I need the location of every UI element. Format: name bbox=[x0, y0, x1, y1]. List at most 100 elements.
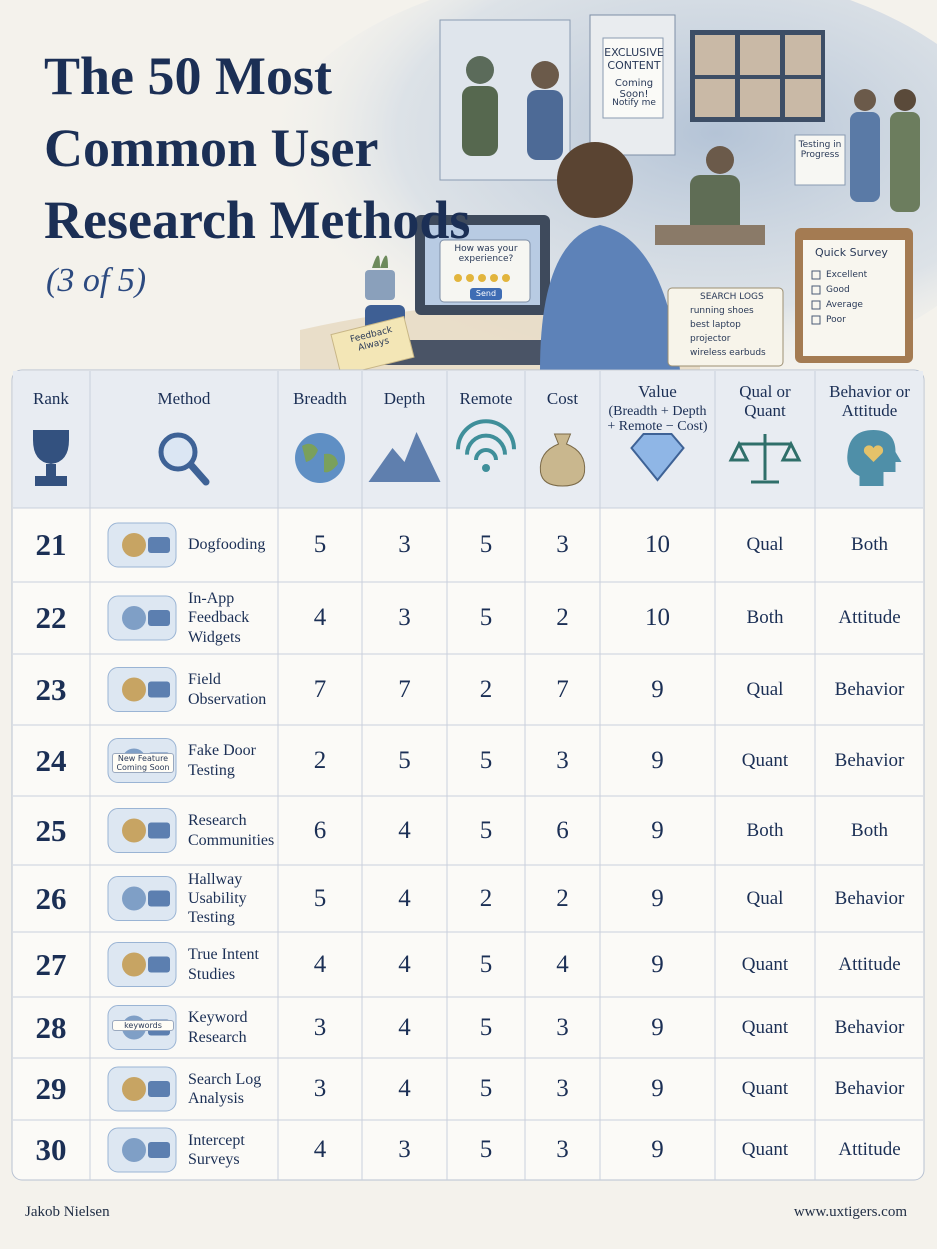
cell-value: Behavior bbox=[834, 678, 905, 700]
rank: 27 bbox=[35, 946, 67, 982]
subtitle: (3 of 5) bbox=[46, 262, 147, 299]
method-icon-mark bbox=[148, 681, 170, 698]
icon-magnifier bbox=[158, 432, 198, 472]
cell-value: 9 bbox=[651, 884, 664, 912]
cell-value: Behavior bbox=[834, 1078, 905, 1099]
cell-value: 5 bbox=[479, 604, 493, 631]
method-name: Keyword Research bbox=[188, 1009, 248, 1046]
survey-item: Excellent bbox=[826, 270, 868, 280]
method-icon-mark bbox=[148, 956, 170, 973]
cell-value: 4 bbox=[398, 1013, 411, 1041]
method-icon-label: keywords bbox=[112, 1019, 174, 1031]
cell-value: 9 bbox=[651, 1013, 664, 1041]
cell-value: Both bbox=[746, 819, 784, 841]
cell-value: 5 bbox=[479, 1075, 493, 1102]
cell-value: Both bbox=[851, 534, 888, 555]
cell-value: 3 bbox=[556, 1075, 569, 1102]
column-header: Qual or Quant bbox=[739, 382, 791, 420]
cell-value: 10 bbox=[645, 604, 670, 631]
laptop-button: Send bbox=[475, 289, 497, 298]
cell-value: 5 bbox=[313, 531, 327, 558]
cell-value: 3 bbox=[398, 604, 411, 631]
column-header: Behavior or Attitude bbox=[829, 382, 910, 420]
cell-value: Behavior bbox=[834, 749, 905, 771]
laptop-prompt: How was your experience? bbox=[454, 244, 518, 264]
cell-value: Attitude bbox=[838, 607, 901, 628]
cell-value: Quant bbox=[741, 1078, 789, 1099]
method-name: Intercept Surveys bbox=[188, 1131, 245, 1168]
icon-globe-land bbox=[302, 443, 338, 473]
cell-value: Attitude bbox=[838, 953, 901, 975]
search-logs-title: SEARCH LOGS bbox=[700, 292, 764, 302]
search-log-item: wireless earbuds bbox=[690, 348, 766, 358]
value-formula: (Breadth + Depth + Remote − Cost) bbox=[607, 404, 708, 435]
column-header: Rank bbox=[33, 389, 69, 408]
cell-value: 9 bbox=[651, 1075, 664, 1102]
cell-value: 5 bbox=[479, 531, 493, 558]
icon-wifi bbox=[474, 448, 498, 461]
method-icon-mark bbox=[148, 1142, 170, 1158]
cell-value: 5 bbox=[479, 746, 493, 774]
icon-moneybag bbox=[539, 433, 586, 487]
cell-value: Qual bbox=[746, 678, 784, 700]
column-header: Breadth bbox=[293, 389, 347, 408]
door-sign-text: EXCLUSIVE CONTENT bbox=[604, 46, 664, 72]
door-sign-text: Notify me bbox=[612, 98, 656, 108]
cell-value: 4 bbox=[556, 950, 569, 978]
cell-value: 5 bbox=[398, 746, 411, 774]
cell-value: Both bbox=[851, 819, 888, 841]
method-name: Field Observation bbox=[188, 671, 267, 708]
rank: 25 bbox=[35, 812, 67, 848]
cell-value: 2 bbox=[479, 884, 493, 912]
cell-value: 7 bbox=[398, 675, 411, 703]
cell-value: 7 bbox=[556, 675, 569, 703]
cell-value: 9 bbox=[651, 1136, 664, 1163]
door-sign-text: Coming Soon! bbox=[614, 78, 654, 100]
cell-value: 3 bbox=[313, 1013, 327, 1041]
cell-value: 9 bbox=[651, 816, 664, 844]
icon-diamond bbox=[630, 433, 685, 482]
column-header: Cost bbox=[546, 389, 579, 408]
search-log-item: projector bbox=[690, 334, 731, 344]
method-name: Dogfooding bbox=[188, 536, 266, 554]
table-frame bbox=[11, 369, 925, 1181]
cell-value: Quant bbox=[741, 953, 789, 975]
cell-value: 2 bbox=[479, 675, 493, 703]
rank: 24 bbox=[35, 742, 67, 778]
cell-value: 4 bbox=[398, 1075, 411, 1102]
method-icon-label: New Feature Coming Soon bbox=[112, 752, 174, 773]
method-icon-mark bbox=[122, 1138, 146, 1162]
cell-value: 3 bbox=[313, 1075, 327, 1102]
method-icon-mark bbox=[122, 533, 146, 557]
method-icon-mark bbox=[122, 1077, 146, 1101]
column-header: Method bbox=[157, 389, 211, 408]
cell-value: 6 bbox=[313, 816, 327, 844]
icon-magnifier-handle bbox=[187, 461, 210, 486]
cell-value: Behavior bbox=[834, 1016, 905, 1038]
column-header: Remote bbox=[459, 389, 513, 408]
hall-sign: Testing in Progress bbox=[798, 140, 842, 160]
cell-value: 5 bbox=[479, 816, 493, 844]
cell-value: 7 bbox=[313, 675, 327, 703]
illustration bbox=[107, 0, 937, 784]
table-header-bg bbox=[13, 371, 923, 508]
cell-value: 10 bbox=[645, 531, 670, 558]
method-name: Search Log Analysis bbox=[188, 1070, 262, 1107]
rank: 29 bbox=[35, 1071, 67, 1106]
method-icon-mark bbox=[148, 537, 170, 553]
method-icon-mark bbox=[148, 890, 170, 907]
method-icon-mark bbox=[122, 818, 146, 843]
cell-value: 4 bbox=[313, 1136, 327, 1163]
cell-value: 3 bbox=[398, 1136, 411, 1163]
cell-value: Quant bbox=[741, 1016, 789, 1038]
icon-wifi bbox=[465, 433, 507, 455]
rank: 21 bbox=[35, 527, 67, 562]
footer-url: www.uxtigers.com bbox=[793, 1204, 907, 1220]
cell-value: Qual bbox=[746, 887, 784, 909]
cell-value: Qual bbox=[746, 534, 784, 555]
method-icon-mark bbox=[148, 1081, 170, 1097]
cell-value: 2 bbox=[313, 746, 327, 774]
title: The 50 Most Common User Research Methods bbox=[44, 46, 471, 250]
